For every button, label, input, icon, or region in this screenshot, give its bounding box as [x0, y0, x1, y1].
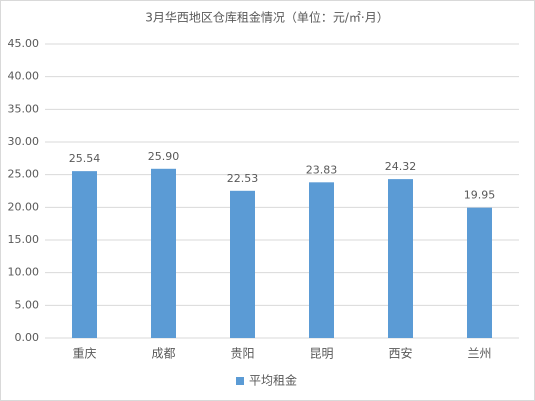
legend-swatch — [236, 377, 244, 385]
data-label: 22.53 — [227, 172, 259, 185]
x-tick-label: 贵阳 — [230, 347, 254, 361]
bar — [230, 190, 255, 338]
x-tick-label: 西安 — [388, 346, 412, 361]
x-tick-label: 昆明 — [309, 347, 333, 361]
x-tick-label: 重庆 — [72, 347, 96, 361]
bar — [151, 168, 176, 338]
y-tick-label: 35.00 — [8, 102, 40, 115]
x-tick-label: 成都 — [151, 347, 175, 361]
y-tick-label: 5.00 — [15, 298, 40, 311]
y-tick-label: 15.00 — [8, 233, 40, 246]
data-label: 25.90 — [148, 150, 180, 163]
y-tick-label: 10.00 — [8, 266, 40, 279]
data-label: 19.95 — [464, 189, 496, 202]
y-tick-label: 40.00 — [8, 70, 40, 83]
bar — [309, 182, 334, 338]
bar — [72, 171, 97, 338]
y-tick-label: 0.00 — [15, 331, 40, 344]
data-label: 25.54 — [69, 152, 101, 165]
bar — [467, 207, 492, 338]
legend-label: 平均租金 — [249, 373, 297, 388]
bar — [388, 179, 413, 338]
chart-title: 3月华西地区仓库租金情况（单位：元/㎡·月） — [145, 10, 389, 25]
y-tick-label: 20.00 — [8, 200, 40, 213]
data-label: 24.32 — [385, 160, 417, 173]
y-tick-label: 45.00 — [8, 37, 40, 50]
y-tick-label: 30.00 — [8, 135, 40, 148]
x-tick-label: 兰州 — [467, 347, 491, 361]
y-tick-label: 25.00 — [8, 168, 40, 181]
data-label: 23.83 — [306, 163, 338, 176]
